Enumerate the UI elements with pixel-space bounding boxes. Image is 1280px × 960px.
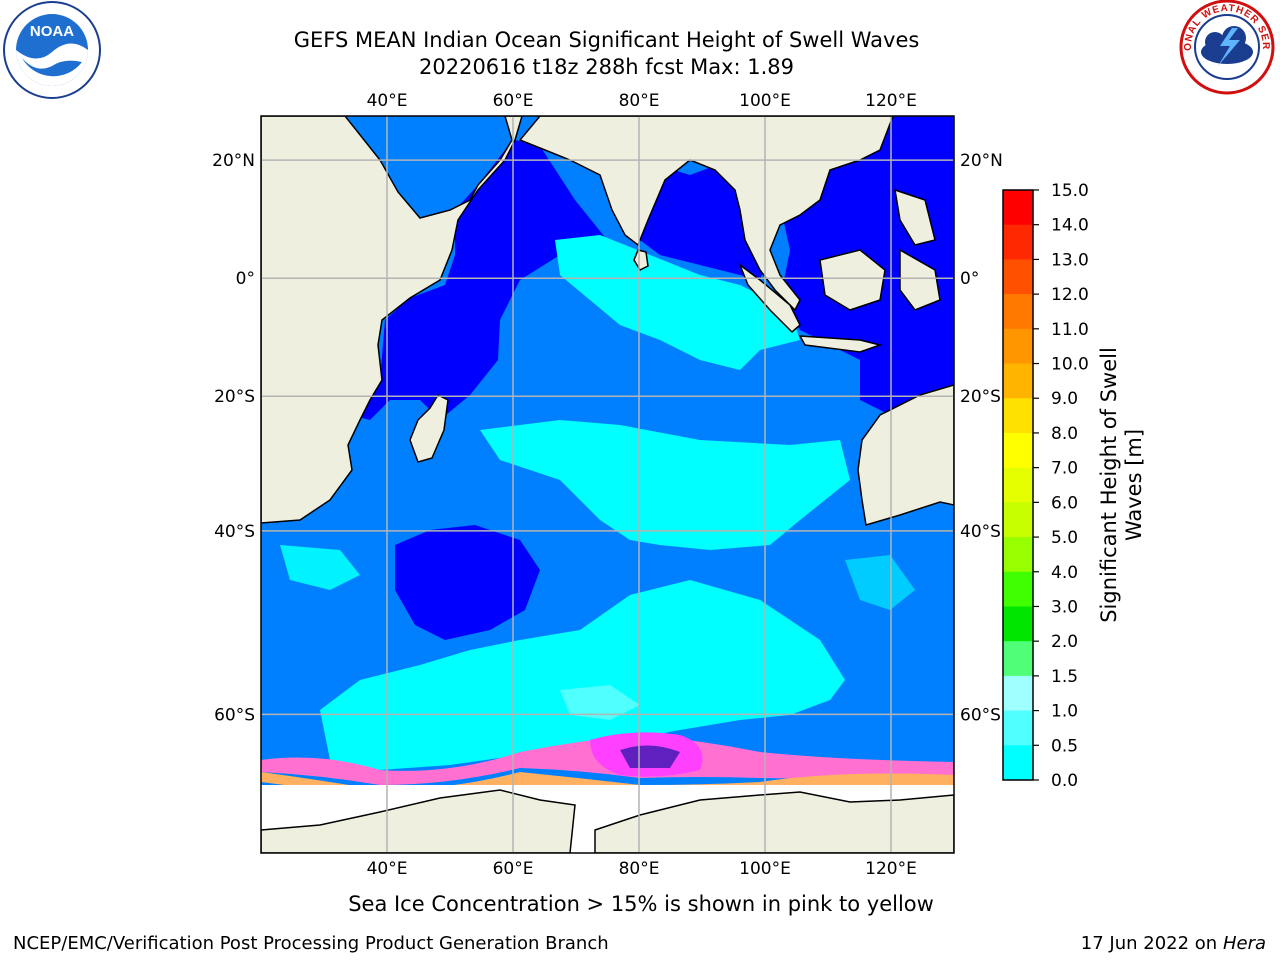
lat-tick-label-right: 60°S	[960, 705, 1001, 725]
india-asia-land	[518, 116, 894, 312]
colorbar-segment	[1003, 294, 1033, 330]
nws-logo-text: NATIONAL WEATHER SERVICE	[0, 0, 1270, 51]
lon-tick-label-bottom: 80°E	[619, 859, 660, 879]
colorbar-tick-label: 3.0	[1051, 597, 1078, 617]
colorbar-tick-label: 12.0	[1051, 285, 1089, 305]
borneo-land	[819, 249, 886, 311]
low-swell-south-central	[395, 525, 540, 640]
lon-tick-label-top: 100°E	[739, 91, 791, 111]
lat-tick-label-left: 0°	[236, 269, 255, 289]
footer-date: 17 Jun 2022 on Hera	[1081, 933, 1266, 955]
svg-text:NATIONAL WEATHER SERVICE: NATIONAL WEATHER SERVICE	[0, 0, 1271, 51]
noaa-logo-icon: NOAA	[3, 1, 101, 99]
colorbar-tick-label: 6.0	[1051, 493, 1078, 513]
lat-tick-label-right: 20°S	[960, 387, 1001, 407]
lon-tick-label-bottom: 40°E	[367, 859, 408, 879]
axis-tick-labels: 40°E 40°E 60°E 60°E 80°E 80°E 100°E 100°E 120°E 1…	[212, 91, 1003, 879]
madagascar-land	[409, 394, 449, 463]
colorbar-segment	[1003, 398, 1033, 434]
lon-tick-label-top: 120°E	[865, 91, 917, 111]
lat-tick-label-left: 20°S	[214, 387, 255, 407]
australia-land	[857, 384, 954, 526]
africa-arabia-land	[261, 116, 523, 524]
colorbar-segment	[1003, 571, 1033, 607]
colorbar-segment	[1003, 710, 1033, 746]
colorbar-segment	[1003, 467, 1033, 503]
noaa-logo-text: NOAA	[30, 23, 74, 40]
lat-tick-label-right: 40°S	[960, 522, 1001, 542]
land-masses	[261, 116, 954, 853]
colorbar-label-line2: Waves [m]	[1122, 429, 1146, 541]
colorbar-tick-label: 15.0	[1051, 181, 1089, 201]
colorbar-tick-label: 9.0	[1051, 389, 1078, 409]
colorbar-segment	[1003, 363, 1033, 399]
footer-branch: NCEP/EMC/Verification Post Processing Pr…	[13, 933, 609, 954]
lon-tick-label-bottom: 100°E	[739, 859, 791, 879]
colorbar-tick-label: 2.0	[1051, 632, 1078, 652]
footer-machine: Hera	[1222, 933, 1266, 954]
colorbar-segment	[1003, 224, 1033, 260]
footer-date-text: 17 Jun 2022 on	[1080, 933, 1218, 954]
lon-tick-label-top: 40°E	[367, 91, 408, 111]
lat-tick-label-left: 20°N	[212, 151, 255, 171]
colorbar-segment	[1003, 537, 1033, 573]
colorbar-segment	[1003, 502, 1033, 538]
lat-tick-label-left: 60°S	[214, 705, 255, 725]
colorbar-segment	[1003, 259, 1033, 295]
colorbar-tick-label: 0.5	[1051, 736, 1078, 756]
map-frame	[260, 115, 955, 854]
colorbar-segment	[1003, 745, 1033, 781]
colorbar-tick-label: 10.0	[1051, 355, 1089, 375]
colorbar-segment	[1003, 675, 1033, 712]
colorbar-tick-label: 13.0	[1051, 250, 1089, 270]
colorbar-tick-label: 0.0	[1051, 771, 1078, 791]
colorbar-frame	[1002, 189, 1034, 781]
moderate-swell-equatorial	[555, 235, 800, 370]
colorbar-tick-label: 8.0	[1051, 424, 1078, 444]
lon-tick-label-bottom: 120°E	[865, 859, 917, 879]
map-subtitle: 20220616 t18z 288h fcst Max: 1.89	[419, 55, 794, 79]
colorbar-segment	[1003, 606, 1033, 642]
colorbar-segment	[1003, 641, 1033, 677]
colorbar-tick-label: 1.0	[1051, 702, 1078, 722]
colorbar: 15.0 14.0 13.0 12.0 11.0 10.0 9.0 8.0 7.0 6.0 5.0 4…	[1002, 181, 1089, 791]
sea-ice-caption: Sea Ice Concentration > 15% is shown in …	[348, 892, 934, 916]
colorbar-tick-label: 14.0	[1051, 216, 1089, 236]
lon-tick-label-bottom: 60°E	[493, 859, 534, 879]
colorbar-segment	[1003, 190, 1033, 226]
antarctica-land	[261, 789, 576, 853]
lon-tick-label-top: 60°E	[493, 91, 534, 111]
lat-tick-label-left: 40°S	[214, 522, 255, 542]
colorbar-tick-label: 4.0	[1051, 563, 1078, 583]
graticule	[261, 116, 954, 853]
colorbar-tick-label: 1.5	[1051, 667, 1078, 687]
lat-tick-label-right: 0°	[960, 269, 979, 289]
colorbar-segment	[1003, 328, 1033, 365]
moderate-swell-southern	[320, 580, 845, 770]
colorbar-label-line1: Significant Height of Swell	[1097, 347, 1121, 623]
colorbar-segment	[1003, 432, 1033, 469]
colorbar-label: Significant Height of Swell Waves [m]	[1097, 347, 1146, 623]
moderate-swell-central	[480, 420, 850, 550]
national-weather-service-logo-icon: NATIONAL WEATHER SERVICE	[0, 0, 1275, 95]
colorbar-tick-label: 11.0	[1051, 320, 1089, 340]
lon-tick-label-top: 80°E	[619, 91, 660, 111]
lat-tick-label-right: 20°N	[960, 151, 1003, 171]
map-title: GEFS MEAN Indian Ocean Significant Heigh…	[293, 28, 920, 52]
colorbar-tick-label: 7.0	[1051, 459, 1078, 479]
colorbar-tick-label: 5.0	[1051, 528, 1078, 548]
map-area	[261, 116, 954, 853]
